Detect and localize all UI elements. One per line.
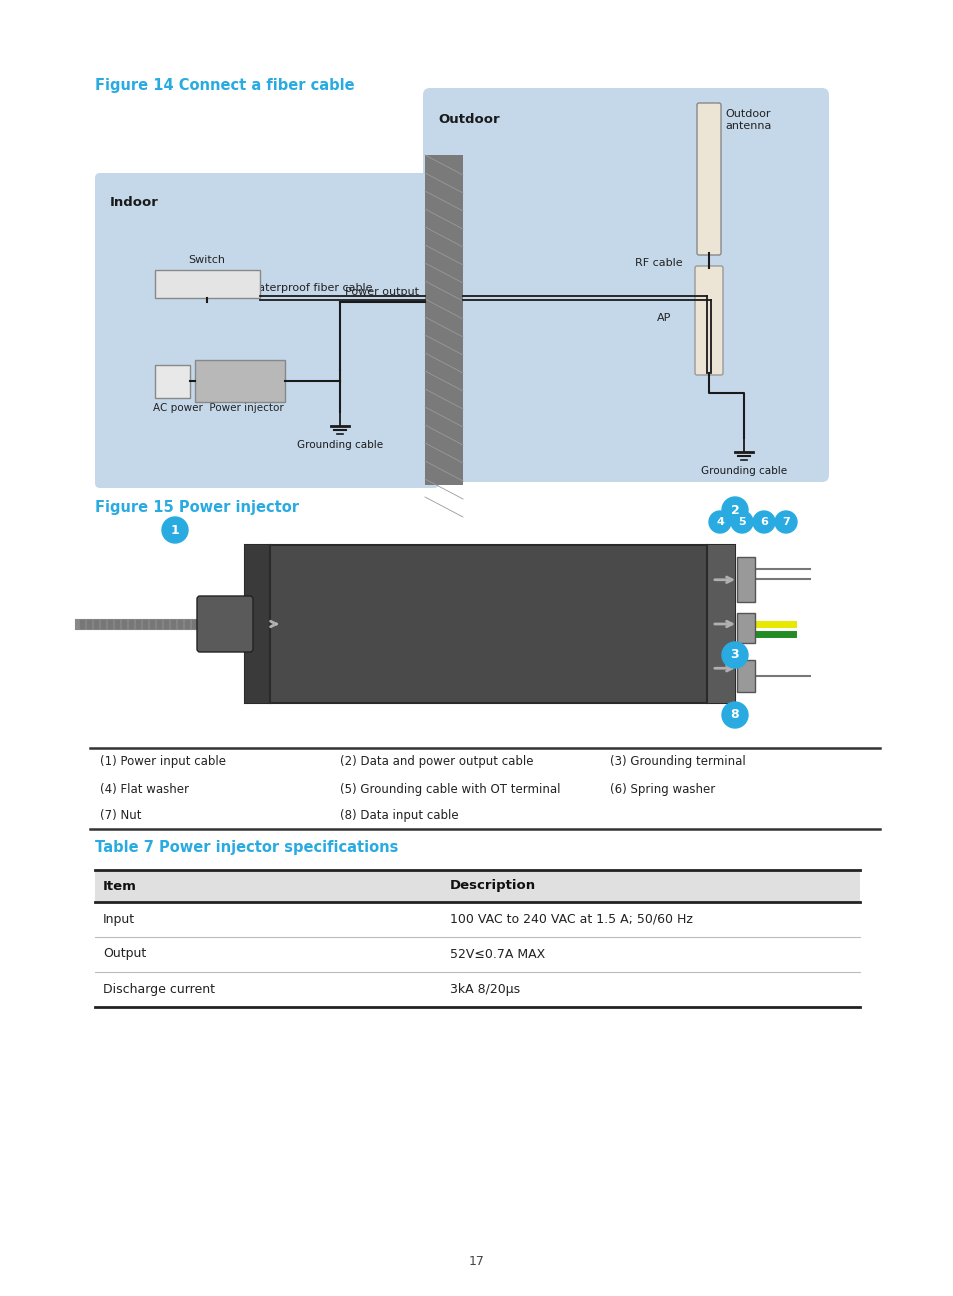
Text: 4: 4 <box>716 517 723 527</box>
Text: Description: Description <box>450 880 536 893</box>
Text: Table 7 Power injector specifications: Table 7 Power injector specifications <box>95 840 398 855</box>
Text: 100 VAC to 240 VAC at 1.5 A; 50/60 Hz: 100 VAC to 240 VAC at 1.5 A; 50/60 Hz <box>450 912 692 925</box>
Text: 8: 8 <box>730 709 739 722</box>
Text: Figure 15 Power injector: Figure 15 Power injector <box>95 500 298 515</box>
Text: ⊕: ⊕ <box>714 617 726 631</box>
Text: RF cable: RF cable <box>635 258 682 268</box>
Text: 2: 2 <box>730 504 739 517</box>
Text: (6) Spring washer: (6) Spring washer <box>609 783 715 796</box>
Text: 3kA 8/20μs: 3kA 8/20μs <box>450 982 519 995</box>
Text: AC power  Power injector: AC power Power injector <box>152 403 283 413</box>
Circle shape <box>162 517 188 543</box>
Bar <box>737 557 754 603</box>
Text: AP: AP <box>657 314 671 323</box>
Text: Indoor: Indoor <box>110 196 159 209</box>
Bar <box>95 870 859 902</box>
FancyBboxPatch shape <box>194 360 285 402</box>
Text: 52V≤0.7A MAX: 52V≤0.7A MAX <box>450 947 545 960</box>
Bar <box>424 156 462 485</box>
Circle shape <box>708 511 730 533</box>
Text: Item: Item <box>103 880 136 893</box>
Bar <box>737 613 754 643</box>
Text: (7) Nut: (7) Nut <box>100 810 141 823</box>
Text: Grounding cable: Grounding cable <box>296 441 383 450</box>
Bar <box>706 546 734 702</box>
FancyBboxPatch shape <box>422 88 828 482</box>
Text: 5: 5 <box>738 517 745 527</box>
Text: (2) Data and power output cable: (2) Data and power output cable <box>339 756 533 769</box>
Text: (3) Grounding terminal: (3) Grounding terminal <box>609 756 745 769</box>
Text: Output: Output <box>103 947 146 960</box>
Circle shape <box>774 511 796 533</box>
Circle shape <box>721 642 747 667</box>
Text: Input: Input <box>103 912 135 925</box>
FancyBboxPatch shape <box>154 270 260 298</box>
Text: Switch: Switch <box>189 255 225 264</box>
Text: Outdoor: Outdoor <box>437 113 499 126</box>
Text: 1: 1 <box>171 524 179 537</box>
Text: 17: 17 <box>469 1255 484 1267</box>
Bar <box>245 546 270 702</box>
FancyBboxPatch shape <box>95 172 438 489</box>
FancyBboxPatch shape <box>196 596 253 652</box>
FancyBboxPatch shape <box>695 266 722 375</box>
Text: Outdoor
antenna: Outdoor antenna <box>724 109 771 131</box>
FancyBboxPatch shape <box>154 365 190 398</box>
Text: Discharge current: Discharge current <box>103 982 214 995</box>
Text: Power output: Power output <box>345 286 418 297</box>
Text: (8) Data input cable: (8) Data input cable <box>339 810 458 823</box>
Text: (4) Flat washer: (4) Flat washer <box>100 783 189 796</box>
FancyBboxPatch shape <box>697 102 720 255</box>
Bar <box>245 546 734 702</box>
Text: 6: 6 <box>760 517 767 527</box>
Text: (1) Power input cable: (1) Power input cable <box>100 756 226 769</box>
Circle shape <box>721 496 747 524</box>
Text: 7: 7 <box>781 517 789 527</box>
Text: Figure 14 Connect a fiber cable: Figure 14 Connect a fiber cable <box>95 78 355 93</box>
Circle shape <box>721 702 747 728</box>
Bar <box>737 660 754 692</box>
Text: Waterproof fiber cable: Waterproof fiber cable <box>248 283 372 293</box>
Text: Grounding cable: Grounding cable <box>700 467 786 476</box>
Circle shape <box>752 511 774 533</box>
Text: 3: 3 <box>730 648 739 661</box>
Text: (5) Grounding cable with OT terminal: (5) Grounding cable with OT terminal <box>339 783 560 796</box>
Circle shape <box>730 511 752 533</box>
